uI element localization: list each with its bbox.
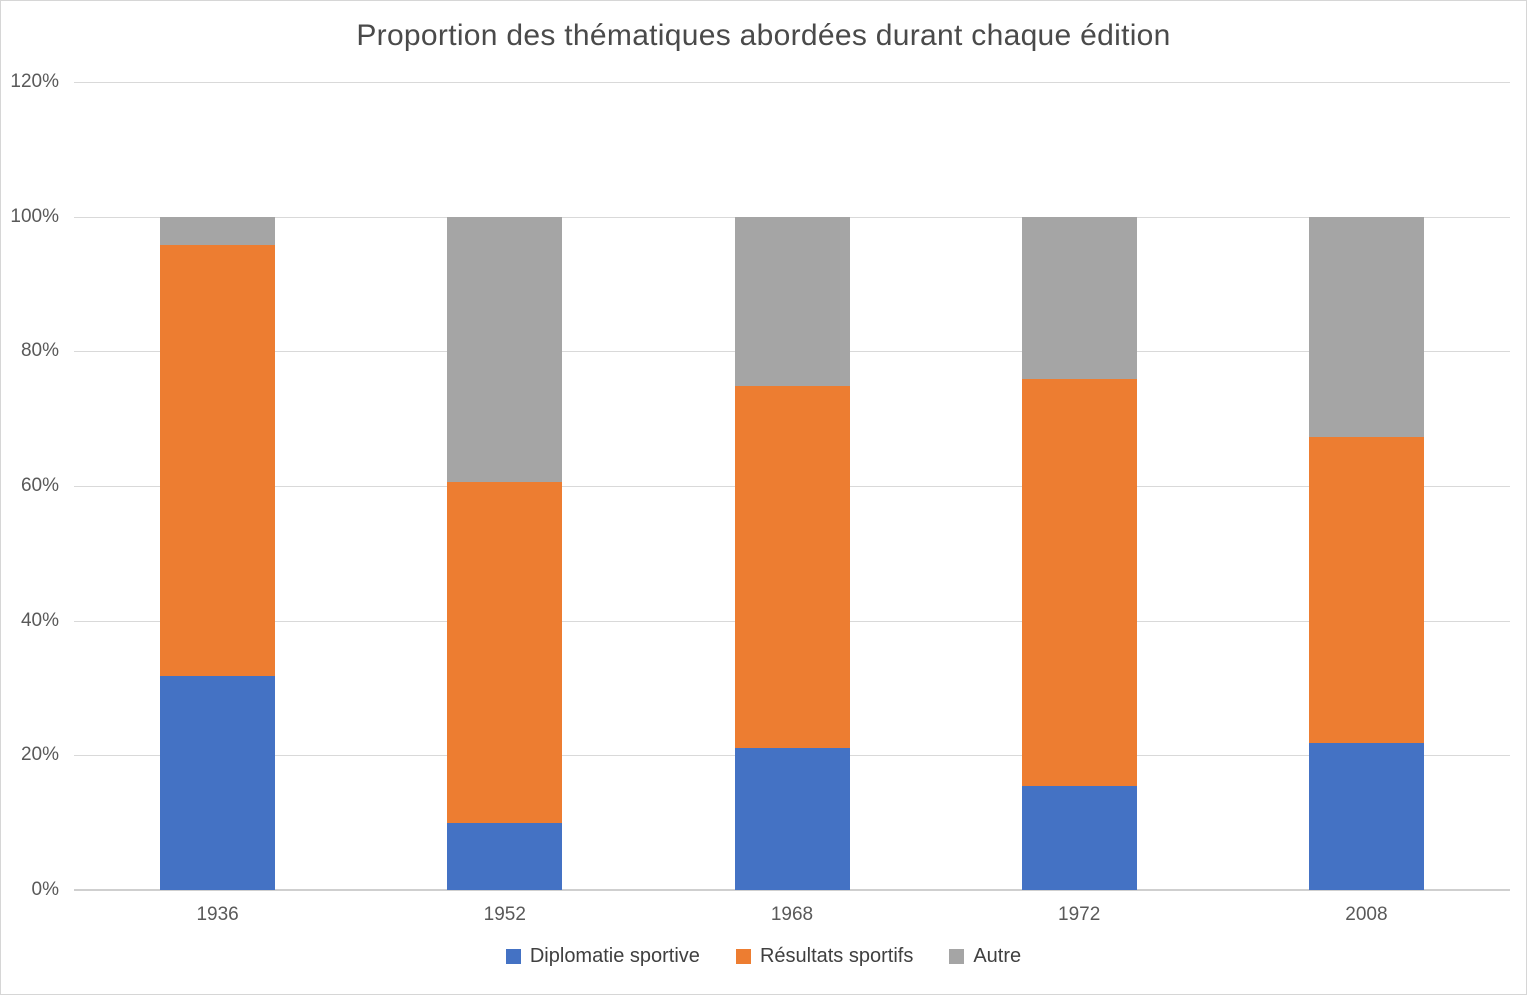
stacked-bar-2008 [1308, 82, 1424, 890]
y-axis-tick-label: 80% [20, 340, 59, 362]
bar-segment-diplomatie-sportive-2008[interactable] [1308, 742, 1424, 890]
y-axis-tick-label: 100% [10, 205, 59, 227]
x-axis-category-label: 2008 [1345, 904, 1388, 925]
x-axis-category-label: 1972 [1058, 904, 1101, 925]
bar-segment-r-sultats-sportifs-2008[interactable] [1308, 436, 1424, 743]
bar-segment-autre-1968[interactable] [734, 216, 850, 387]
y-axis-tick-label: 120% [10, 71, 59, 92]
bar-segment-diplomatie-sportive-1972[interactable] [1021, 786, 1137, 890]
legend-label: Autre [973, 945, 1022, 967]
legend: Diplomatie sportive Résultats sportifs Aut… [1, 945, 1526, 968]
legend-swatch-icon [505, 949, 521, 964]
legend-item-diplomatie-sportive[interactable]: Diplomatie sportive [505, 945, 700, 968]
legend-label: Diplomatie sportive [529, 945, 700, 967]
plot-area [74, 82, 1510, 891]
bar-segment-r-sultats-sportifs-1936[interactable] [160, 244, 276, 676]
legend-swatch-icon [735, 949, 751, 964]
legend-item-r-sultats-sportifs[interactable]: Résultats sportifs [735, 945, 914, 968]
gridline-120 [74, 82, 1510, 83]
bar-segment-r-sultats-sportifs-1952[interactable] [447, 481, 563, 823]
legend-label: Résultats sportifs [759, 945, 914, 967]
bar-segment-diplomatie-sportive-1968[interactable] [734, 747, 850, 890]
legend-item-autre[interactable]: Autre [949, 945, 1021, 968]
bar-segment-r-sultats-sportifs-1972[interactable] [1021, 378, 1137, 787]
y-axis-tick-label: 20% [20, 744, 59, 766]
y-axis-tick-label: 60% [20, 475, 59, 496]
bar-segment-autre-2008[interactable] [1308, 216, 1424, 437]
bar-segment-autre-1972[interactable] [1021, 216, 1137, 379]
x-axis-category-label: 1936 [196, 904, 239, 925]
gridline-0 [74, 889, 1510, 891]
x-axis-category-label: 1952 [483, 904, 526, 925]
stacked-bar-1936 [160, 82, 276, 890]
x-axis-category-label: 1968 [770, 904, 814, 925]
y-axis-tick-label: 40% [20, 609, 59, 631]
stacked-bar-1952 [447, 82, 563, 890]
bar-segment-r-sultats-sportifs-1968[interactable] [734, 386, 850, 748]
bar-segment-diplomatie-sportive-1936[interactable] [160, 675, 276, 890]
y-axis-tick-label: 0% [31, 879, 59, 900]
chart-title: Proportion des thématiques abordées dura… [356, 19, 1171, 52]
bar-segment-autre-1952[interactable] [447, 216, 563, 482]
legend-swatch-icon [949, 949, 965, 964]
bar-segment-diplomatie-sportive-1952[interactable] [447, 822, 563, 890]
bar-segment-autre-1936[interactable] [160, 216, 276, 245]
stacked-bar-1968 [734, 82, 850, 890]
stacked-bar-1972 [1021, 82, 1137, 890]
